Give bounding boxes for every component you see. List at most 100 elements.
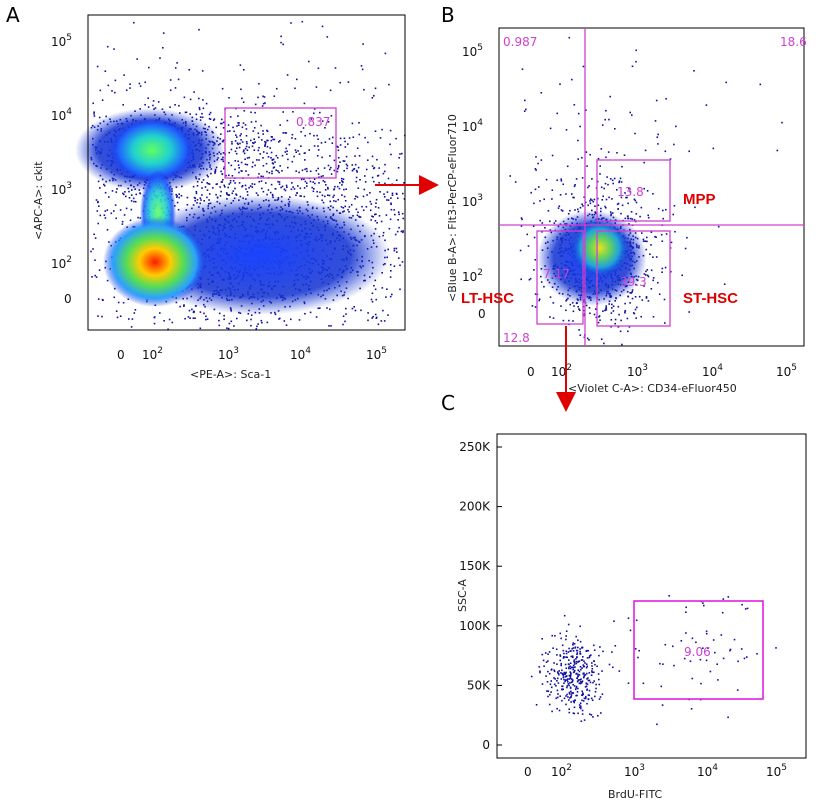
panel-a-event: [98, 205, 100, 207]
panel-b-event: [647, 216, 650, 219]
panel-c-event: [574, 666, 576, 668]
panel-a-event: [356, 196, 359, 198]
panel-a-event: [278, 183, 281, 185]
panel-a-event: [270, 151, 273, 154]
panel-a-event: [96, 210, 99, 212]
panel-c-gate[interactable]: [633, 600, 764, 700]
panel-a-event: [377, 207, 380, 209]
panel-b-event: [585, 109, 587, 111]
panel-c-event: [575, 660, 578, 663]
panel-c-event: [581, 659, 584, 661]
panel-c-event: [575, 694, 577, 697]
panel-c-event: [705, 632, 708, 635]
panel-a-event: [202, 107, 205, 110]
panel-a-event: [299, 195, 301, 197]
panel-a-event: [243, 69, 245, 71]
panel-b-event: [549, 296, 552, 298]
panel-a-event: [258, 180, 260, 183]
panel-c-event: [547, 695, 549, 698]
panel-b-event: [634, 296, 637, 298]
panel-b-gate-st-hsc[interactable]: [596, 230, 671, 327]
panel-a-event: [237, 164, 240, 166]
panel-a-event: [97, 200, 99, 203]
panel-a-event: [183, 96, 186, 99]
panel-a-event: [269, 147, 271, 149]
panel-a-gate[interactable]: [224, 107, 337, 179]
panel-a-event: [343, 195, 346, 198]
panel-b-x-axis-label: <Violet C-A>: CD34-eFluor450: [568, 382, 737, 395]
panel-a-event: [124, 191, 126, 193]
panel-b-event: [665, 233, 668, 235]
panel-a-event: [216, 196, 219, 199]
panel-b-gate-lt-hsc[interactable]: [536, 230, 584, 325]
panel-c-event: [555, 685, 557, 687]
panel-b-event: [643, 161, 645, 164]
panel-a-event: [316, 134, 318, 137]
panel-a-event: [227, 162, 230, 164]
panel-a-event: [238, 182, 241, 184]
panel-a-event: [357, 211, 359, 214]
panel-c-event: [586, 702, 588, 705]
panel-a-event: [263, 96, 266, 98]
panel-a-event: [241, 185, 243, 188]
panel-c-event: [561, 669, 563, 672]
panel-b-event: [628, 187, 630, 190]
panel-c-event: [575, 658, 577, 660]
panel-b-event: [560, 180, 563, 182]
panel-a-event: [178, 193, 180, 195]
panel-c-y-axis-label: SSC-A: [456, 579, 469, 612]
panel-a-event: [294, 87, 296, 90]
panel-b-event: [617, 305, 620, 308]
panel-b-event: [620, 181, 623, 183]
panel-c-event: [579, 666, 582, 668]
panel-b-event: [552, 317, 555, 319]
panel-a-event: [271, 193, 274, 196]
panel-b-event: [670, 241, 673, 244]
panel-a-event: [106, 45, 109, 48]
panel-b-event: [565, 193, 567, 195]
panel-a-xtick-3: 103: [218, 346, 239, 362]
panel-b-event: [589, 202, 592, 205]
panel-c-event: [547, 690, 550, 692]
panel-c-event: [568, 699, 570, 701]
panel-a-event: [244, 158, 246, 160]
panel-c-event: [566, 693, 568, 696]
panel-b-event: [621, 204, 624, 207]
panel-a-event: [201, 70, 204, 72]
panel-a-event: [271, 172, 273, 175]
panel-b-gate-mpp[interactable]: [596, 159, 671, 222]
panel-a-event: [264, 143, 267, 146]
panel-c-event: [627, 682, 630, 684]
panel-b-event: [601, 124, 604, 126]
panel-c-event: [573, 659, 576, 661]
panel-a-event: [313, 188, 315, 190]
panel-b-event: [614, 128, 616, 130]
panel-a-xtick-2: 102: [142, 346, 163, 362]
panel-a-event: [394, 233, 397, 236]
panel-a-event: [237, 115, 239, 117]
panel-a-event: [261, 139, 263, 141]
panel-a-event: [377, 323, 380, 326]
panel-a-event: [227, 124, 230, 126]
panel-a-event: [329, 200, 331, 203]
panel-a-event: [183, 304, 185, 306]
panel-a-ytick-4: 104: [51, 107, 72, 123]
panel-b-event: [681, 274, 683, 277]
panel-c-event: [575, 649, 578, 652]
panel-b-event: [577, 208, 579, 211]
panel-a-event: [352, 168, 355, 171]
panel-c-event: [556, 680, 558, 682]
panel-b-event: [600, 148, 603, 150]
panel-a-event: [103, 184, 106, 187]
panel-a-event: [318, 176, 320, 178]
panel-b-event: [600, 207, 602, 210]
panel-c-event: [611, 651, 613, 653]
panel-c-event: [546, 690, 548, 692]
panel-a-event: [159, 57, 161, 59]
panel-b-event: [562, 183, 564, 186]
panel-a-event: [114, 204, 117, 206]
panel-b-event: [582, 205, 584, 207]
panel-c-event: [563, 682, 565, 685]
panel-b-event: [556, 179, 558, 182]
